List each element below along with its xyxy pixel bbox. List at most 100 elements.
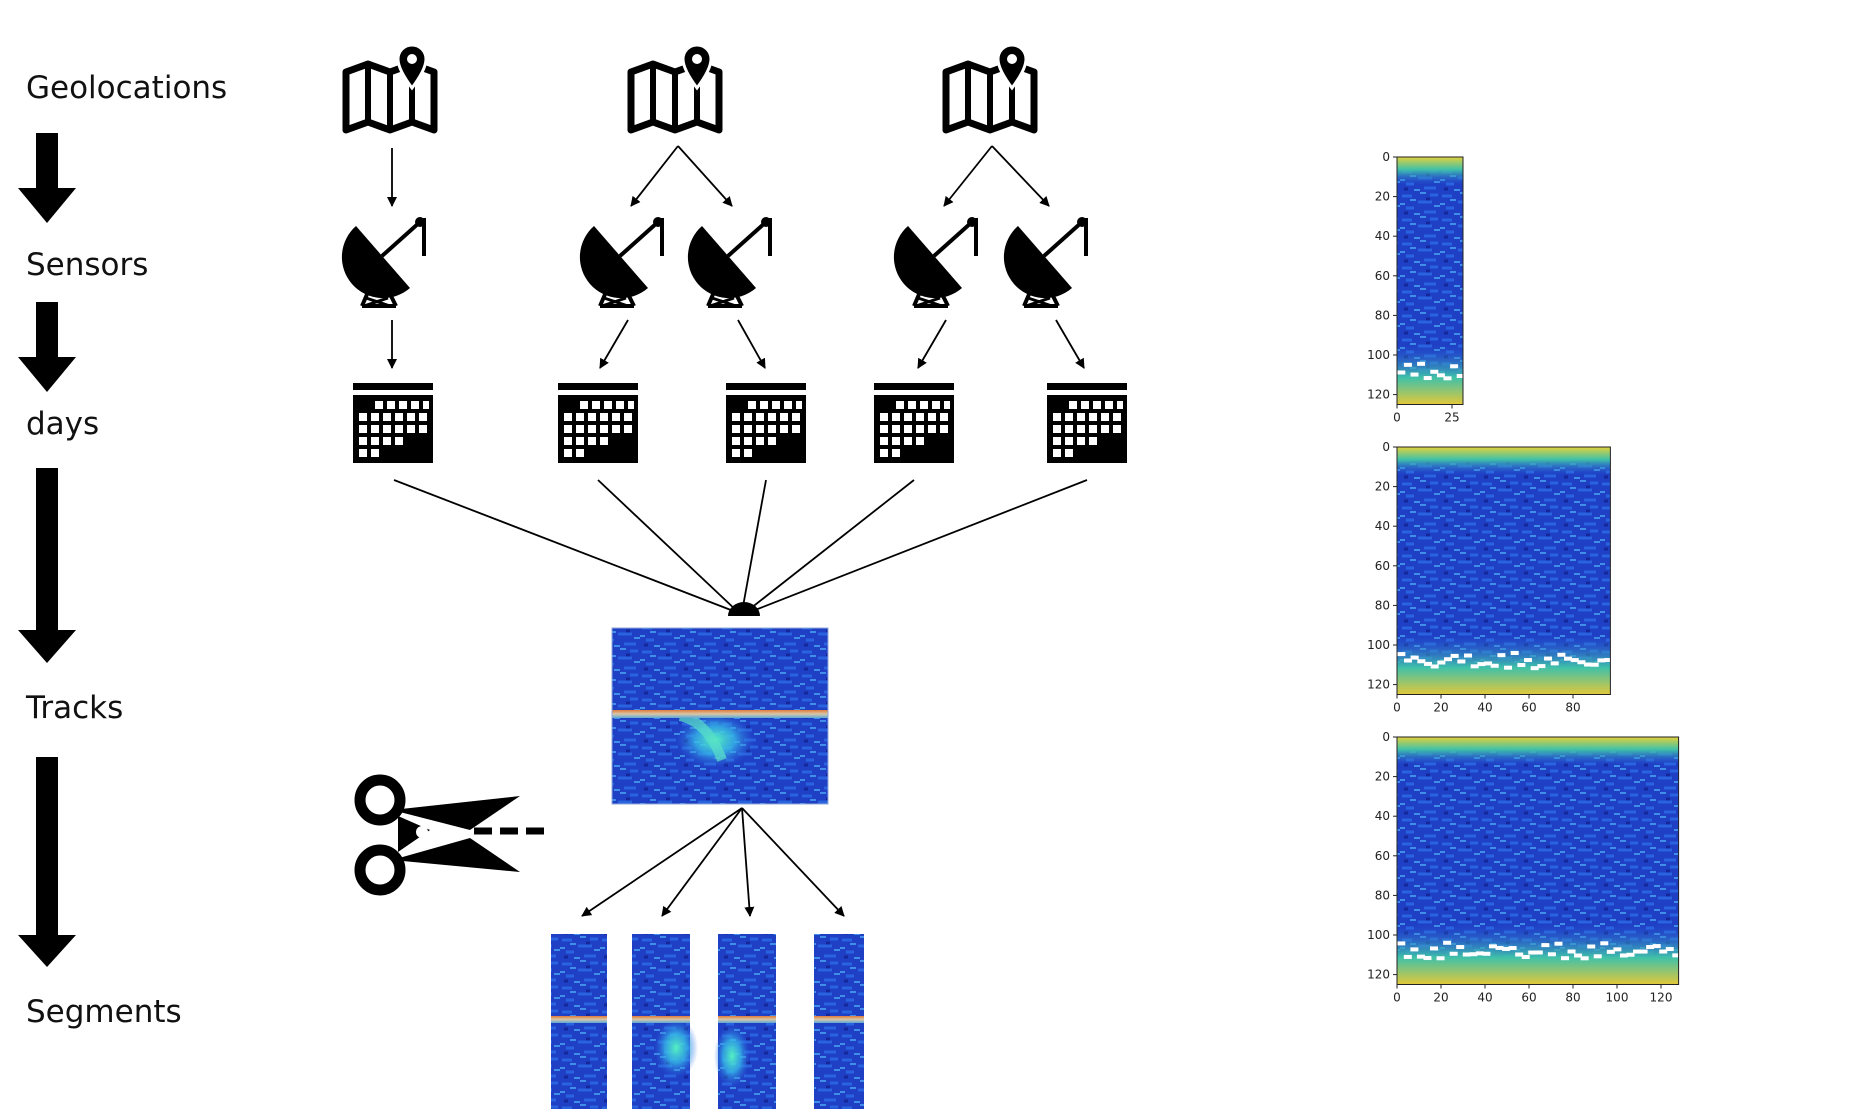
y-tick-label: 120 (1367, 678, 1390, 692)
segment-spectrogram (714, 934, 776, 1109)
calendar-icon (353, 383, 433, 463)
detection-dot (1497, 653, 1506, 658)
calendar-icon (1047, 383, 1127, 463)
detection-dot (1639, 949, 1648, 954)
detection-dot (1600, 941, 1609, 946)
x-tick-label: 25 (1444, 411, 1459, 425)
detection-dot (1475, 951, 1484, 956)
detection-dot (1534, 950, 1543, 955)
stage-label-tracks: Tracks (26, 690, 124, 726)
calendar-icon (558, 383, 638, 463)
detection-dot (1464, 653, 1473, 658)
detection-dot (1410, 372, 1419, 377)
detection-dot (1397, 652, 1406, 657)
detection-dot (1504, 665, 1513, 670)
x-tick-label: 0 (1393, 411, 1401, 425)
y-tick-label: 40 (1375, 519, 1390, 533)
day-to-track-lines (393, 479, 1088, 613)
detection-dot (1436, 373, 1445, 378)
detection-dots (1397, 361, 1465, 381)
segment-spectrogram (632, 934, 698, 1109)
detection-dot (1450, 364, 1459, 369)
detection-dot (1484, 661, 1493, 666)
detection-dot (1524, 658, 1533, 663)
detection-dot (1470, 664, 1479, 669)
segment-spectrogram (814, 934, 864, 1109)
detection-dot (1443, 940, 1452, 945)
detection-dot (1462, 952, 1471, 957)
detection-dot (1613, 947, 1622, 952)
y-tick-label: 20 (1375, 190, 1390, 204)
stage-arrow-down-icon (18, 757, 76, 967)
detection-dot (1537, 664, 1546, 669)
detection-dot (1530, 666, 1539, 671)
stage-arrow-down-icon (18, 133, 76, 223)
satellite-dish-icon (577, 215, 665, 308)
segment-spectrogram (551, 934, 607, 1109)
y-tick-label: 40 (1375, 809, 1390, 823)
y-tick-label: 20 (1375, 770, 1390, 784)
detection-dot (1508, 946, 1517, 951)
x-tick-label: 40 (1477, 991, 1492, 1005)
detection-dot (1574, 953, 1583, 958)
detection-dot (1423, 956, 1432, 961)
detection-dot (1404, 658, 1413, 663)
detection-dots (1397, 651, 1613, 671)
y-tick-label: 100 (1367, 348, 1390, 362)
detection-dot (1570, 658, 1579, 663)
detection-dot (1423, 376, 1432, 381)
y-tick-label: 40 (1375, 229, 1390, 243)
x-tick-label: 60 (1521, 991, 1536, 1005)
x-tick-label: 0 (1393, 701, 1401, 715)
x-tick-label: 20 (1433, 701, 1448, 715)
map-pin-icon (346, 45, 434, 130)
stage-arrow-down-icon (18, 302, 76, 392)
merge-node-icon (728, 602, 760, 616)
satellite-dish-icon (1001, 215, 1089, 308)
detection-dot (1672, 953, 1681, 958)
detection-dot (1517, 663, 1526, 668)
y-tick-label: 120 (1367, 388, 1390, 402)
detection-dot (1547, 952, 1556, 957)
detection-dot (1403, 954, 1412, 959)
detection-dot (1488, 944, 1497, 949)
detection-dot (1416, 954, 1425, 959)
y-tick-label: 0 (1382, 730, 1390, 744)
detection-dot (1430, 664, 1439, 669)
detection-dot (1410, 655, 1419, 660)
detection-dots (1397, 940, 1681, 961)
y-tick-label: 80 (1375, 598, 1390, 612)
detection-dot (1584, 662, 1593, 667)
x-tick-label: 100 (1606, 991, 1629, 1005)
stage-label-geolocations: Geolocations (26, 70, 228, 106)
x-tick-label: 0 (1393, 991, 1401, 1005)
y-tick-label: 0 (1382, 440, 1390, 454)
detection-dot (1577, 660, 1586, 665)
x-tick-label: 20 (1433, 991, 1448, 1005)
detection-dot (1477, 662, 1486, 667)
detection-dot (1490, 663, 1499, 668)
detection-dot (1619, 953, 1628, 958)
detection-dot (1510, 651, 1519, 656)
y-tick-label: 20 (1375, 480, 1390, 494)
stage-label-sensors: Sensors (26, 247, 149, 283)
detection-dot (1528, 950, 1537, 955)
x-tick-label: 120 (1650, 991, 1673, 1005)
calendar-icon (726, 383, 806, 463)
x-tick-label: 60 (1521, 701, 1536, 715)
detection-dot (1403, 362, 1412, 367)
detection-dot (1397, 941, 1406, 946)
detection-dot (1544, 656, 1553, 661)
detection-dot (1626, 952, 1635, 957)
y-tick-label: 60 (1375, 849, 1390, 863)
detection-dot (1604, 658, 1613, 663)
detection-dot (1449, 951, 1458, 956)
detection-dot (1495, 945, 1504, 950)
detection-dot (1593, 954, 1602, 959)
detection-dot (1482, 951, 1491, 956)
map-pin-icon (946, 45, 1034, 130)
detection-dot (1443, 376, 1452, 381)
